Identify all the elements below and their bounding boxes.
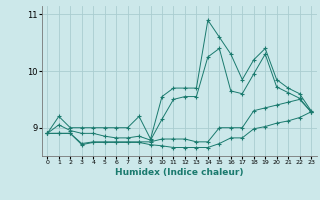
X-axis label: Humidex (Indice chaleur): Humidex (Indice chaleur): [115, 168, 244, 177]
